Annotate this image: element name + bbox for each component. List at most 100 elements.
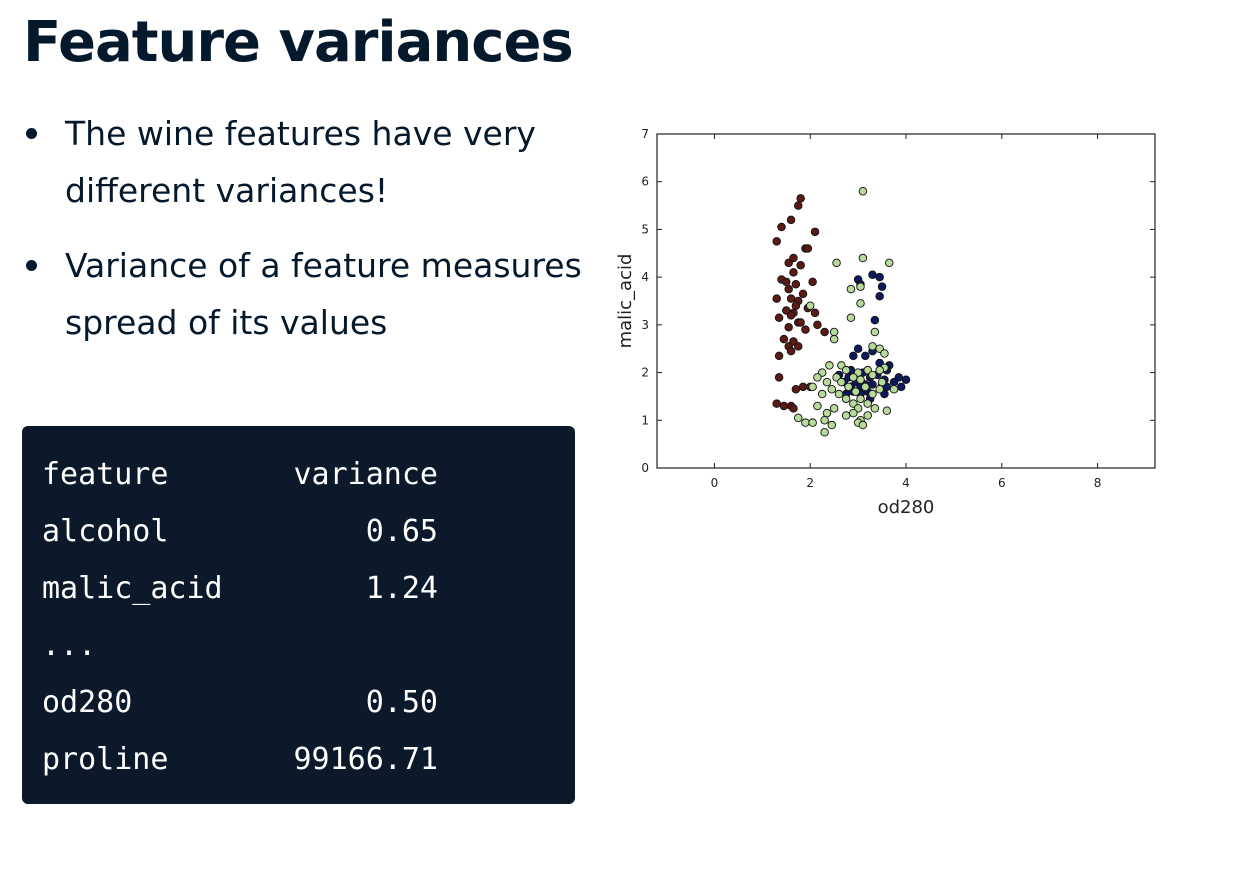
data-point bbox=[856, 394, 865, 404]
data-point bbox=[798, 382, 808, 392]
data-point bbox=[791, 280, 801, 289]
data-point bbox=[868, 270, 877, 280]
data-point bbox=[813, 373, 822, 382]
data-point bbox=[777, 222, 786, 232]
data-point bbox=[808, 277, 817, 287]
data-point bbox=[856, 299, 865, 308]
data-point bbox=[794, 342, 803, 351]
header-feature: feature bbox=[42, 457, 169, 492]
y-tick-label: 0 bbox=[641, 461, 649, 475]
table-row: proline 99166.71 bbox=[42, 731, 438, 788]
data-point bbox=[863, 399, 872, 408]
y-tick-label: 2 bbox=[641, 366, 649, 380]
slide-title: Feature variances bbox=[23, 10, 574, 75]
data-point bbox=[810, 227, 820, 237]
data-point bbox=[875, 272, 884, 282]
data-point bbox=[801, 325, 810, 334]
bullet-text: Variance of a feature measures spread of… bbox=[65, 246, 582, 342]
data-point bbox=[786, 294, 796, 303]
data-point bbox=[772, 399, 781, 408]
data-point bbox=[779, 334, 789, 344]
variance-value: 1.24 bbox=[365, 571, 438, 606]
data-point bbox=[884, 258, 894, 268]
x-tick-label: 4 bbox=[902, 476, 910, 490]
data-point bbox=[849, 373, 858, 382]
table-row: ... bbox=[42, 617, 438, 674]
data-point bbox=[889, 377, 899, 387]
data-point bbox=[825, 361, 834, 370]
header-variance: variance bbox=[293, 457, 439, 492]
data-point bbox=[796, 194, 805, 203]
bullet-item: The wine features have very different va… bbox=[22, 105, 582, 219]
y-tick-label: 5 bbox=[641, 222, 649, 236]
data-point bbox=[820, 416, 829, 425]
data-point bbox=[808, 418, 817, 427]
data-point bbox=[846, 313, 856, 322]
bullet-dot-icon bbox=[26, 260, 37, 271]
data-point bbox=[786, 311, 796, 320]
data-point bbox=[829, 327, 839, 337]
bullet-text: The wine features have very different va… bbox=[65, 114, 536, 210]
y-tick-label: 1 bbox=[641, 413, 649, 427]
data-point bbox=[846, 284, 856, 294]
plot-frame bbox=[656, 133, 1156, 469]
data-point bbox=[808, 382, 817, 392]
data-point bbox=[841, 394, 851, 404]
data-point bbox=[882, 406, 892, 415]
data-point bbox=[832, 258, 841, 268]
bullet-item: Variance of a feature measures spread of… bbox=[22, 237, 582, 351]
bullet-dot-icon bbox=[26, 128, 37, 139]
table-header-row: feature variance bbox=[42, 446, 438, 503]
data-point bbox=[798, 289, 808, 299]
data-point bbox=[774, 313, 784, 322]
y-tick-label: 6 bbox=[641, 175, 649, 189]
data-point bbox=[844, 382, 853, 392]
data-point bbox=[851, 387, 860, 396]
data-point bbox=[784, 322, 793, 332]
data-point bbox=[805, 301, 815, 311]
data-point bbox=[868, 370, 877, 380]
x-tick-label: 0 bbox=[711, 476, 719, 490]
data-point bbox=[772, 294, 781, 303]
data-point bbox=[796, 260, 805, 270]
data-point bbox=[868, 380, 877, 389]
variance-value bbox=[280, 617, 438, 674]
feature-name: ... bbox=[42, 628, 97, 663]
data-point bbox=[868, 342, 877, 351]
data-point bbox=[772, 237, 781, 246]
data-point bbox=[791, 301, 801, 311]
data-point bbox=[837, 377, 846, 387]
feature-name: alcohol bbox=[42, 514, 169, 549]
data-point bbox=[774, 373, 784, 382]
feature-name: proline bbox=[42, 742, 169, 777]
data-point bbox=[870, 404, 880, 413]
data-point bbox=[861, 382, 870, 392]
data-point bbox=[822, 408, 832, 418]
data-point bbox=[786, 215, 796, 225]
table-row: alcohol 0.65 bbox=[42, 503, 438, 560]
data-point bbox=[827, 385, 837, 394]
data-point bbox=[789, 268, 798, 277]
data-point bbox=[863, 411, 872, 420]
data-point bbox=[858, 187, 868, 196]
data-point bbox=[877, 282, 887, 291]
y-tick-label: 7 bbox=[641, 127, 649, 141]
data-point bbox=[784, 284, 793, 294]
data-point bbox=[786, 346, 796, 356]
data-point bbox=[858, 420, 868, 430]
data-point bbox=[822, 377, 832, 387]
data-point bbox=[880, 349, 889, 358]
data-point bbox=[794, 413, 803, 423]
data-point bbox=[829, 334, 839, 344]
data-point bbox=[827, 420, 837, 430]
data-point bbox=[829, 404, 839, 413]
data-point bbox=[868, 389, 877, 399]
y-axis-label: malic_acid bbox=[615, 254, 636, 349]
scatter-chart: 0 2 4 6 8 0 1 2 3 4 5 6 7 od280 malic_acid bbox=[615, 127, 1156, 518]
data-point bbox=[875, 385, 884, 394]
variance-value: 99166.71 bbox=[293, 742, 439, 777]
data-point bbox=[849, 351, 858, 361]
data-point bbox=[875, 291, 884, 301]
data-point bbox=[889, 385, 899, 394]
data-point bbox=[810, 308, 820, 318]
